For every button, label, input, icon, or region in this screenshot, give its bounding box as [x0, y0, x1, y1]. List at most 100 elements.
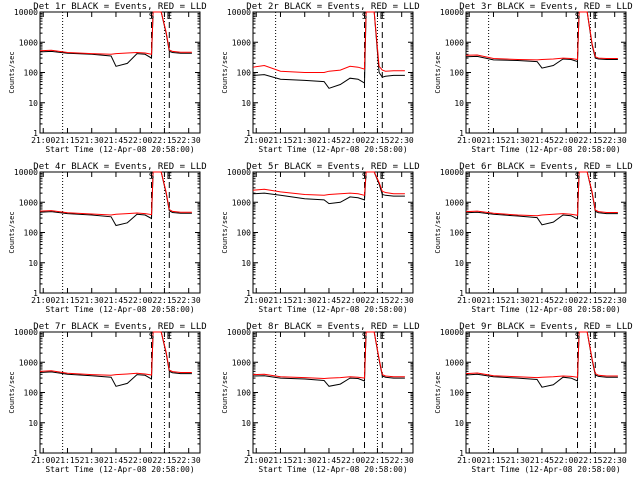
y-tick-label: 100: [450, 69, 465, 78]
marker-label: S: [149, 12, 154, 22]
y-axis-title: Counts/sec: [8, 211, 16, 253]
x-axis-title: Start Time (12-Apr-08 20:58:00): [258, 465, 407, 474]
x-tick-label: 22:15: [578, 296, 602, 305]
x-tick-label: 22:00: [341, 136, 365, 145]
marker-label: E: [593, 332, 598, 342]
lld-series-line: [252, 11, 405, 73]
y-tick-label: 10000: [440, 328, 464, 337]
x-tick-label: 22:30: [177, 296, 201, 305]
x-tick-label: 21:15: [55, 456, 79, 465]
x-tick-label: 22:00: [341, 296, 365, 305]
x-tick-label: 22:30: [390, 456, 414, 465]
chart-panel: Det 9r BLACK = Events, RED = LLD 1 10 100 10…: [434, 322, 633, 474]
x-tick-label: 21:15: [55, 136, 79, 145]
x-tick-label: 22:15: [578, 456, 602, 465]
events-series-line: [465, 331, 618, 388]
y-tick-label: 10: [241, 259, 251, 268]
panel-title: Det 9r BLACK = Events, RED = LLD: [459, 322, 632, 332]
x-tick-label: 22:30: [177, 136, 201, 145]
x-tick-label: 22:00: [128, 456, 152, 465]
x-axis-title: Start Time (12-Apr-08 20:58:00): [45, 465, 194, 474]
events-series-line: [252, 11, 405, 89]
lld-series-line: [39, 171, 192, 216]
chart-panel: Det 2r BLACK = Events, RED = LLD 1 10 100 10…: [221, 2, 420, 154]
y-axis-title: Counts/sec: [434, 211, 442, 253]
y-axis-title: Counts/sec: [434, 51, 442, 93]
y-tick-label: 100: [24, 389, 39, 398]
x-tick-label: 22:15: [365, 296, 389, 305]
x-tick-label: 21:30: [293, 136, 317, 145]
chart-panel: Det 7r BLACK = Events, RED = LLD 1 10 100 10…: [8, 322, 207, 474]
x-tick-label: 21:15: [481, 136, 505, 145]
x-tick-label: 21:45: [104, 456, 128, 465]
y-tick-label: 1000: [232, 38, 251, 47]
y-tick-label: 10000: [14, 8, 38, 17]
x-tick-label: 21:45: [530, 456, 554, 465]
chart-panel: Det 8r BLACK = Events, RED = LLD 1 10 100 10…: [221, 322, 420, 474]
marker-label: E: [593, 172, 598, 182]
x-tick-label: 21:00: [244, 136, 268, 145]
x-tick-label: 21:30: [506, 456, 530, 465]
y-tick-label: 100: [237, 229, 252, 238]
y-tick-label: 10: [454, 419, 464, 428]
x-tick-label: 21:15: [481, 296, 505, 305]
x-tick-label: 22:15: [152, 136, 176, 145]
x-tick-label: 22:15: [578, 136, 602, 145]
y-tick-label: 10: [454, 259, 464, 268]
y-tick-label: 1000: [19, 38, 38, 47]
x-tick-label: 21:45: [104, 296, 128, 305]
x-tick-label: 21:45: [317, 296, 341, 305]
x-tick-label: 21:00: [244, 296, 268, 305]
chart-panel: Det 5r BLACK = Events, RED = LLD 1 10 100 10…: [221, 162, 420, 314]
x-tick-label: 22:15: [152, 456, 176, 465]
panel-title: Det 2r BLACK = Events, RED = LLD: [246, 2, 419, 12]
x-tick-label: 21:30: [80, 456, 104, 465]
x-tick-label: 22:00: [128, 296, 152, 305]
x-tick-label: 21:15: [481, 456, 505, 465]
marker-label: E: [380, 12, 385, 22]
y-tick-label: 10000: [440, 8, 464, 17]
y-tick-label: 1: [246, 289, 251, 298]
lld-series-line: [465, 331, 618, 379]
x-tick-label: 22:15: [365, 136, 389, 145]
y-tick-label: 1: [33, 449, 38, 458]
x-tick-label: 21:45: [530, 136, 554, 145]
panel-title: Det 7r BLACK = Events, RED = LLD: [33, 322, 206, 332]
y-axis-title: Counts/sec: [221, 211, 229, 253]
x-tick-label: 21:00: [457, 296, 481, 305]
y-axis-title: Counts/sec: [221, 371, 229, 413]
y-axis-title: Counts/sec: [434, 371, 442, 413]
x-tick-label: 21:00: [31, 296, 55, 305]
x-tick-label: 21:30: [80, 296, 104, 305]
panel-title: Det 4r BLACK = Events, RED = LLD: [33, 162, 206, 172]
x-tick-label: 21:30: [506, 136, 530, 145]
y-tick-label: 10: [28, 419, 38, 428]
x-tick-label: 22:00: [128, 136, 152, 145]
x-tick-label: 21:00: [457, 136, 481, 145]
y-tick-label: 10000: [227, 328, 251, 337]
y-tick-label: 1000: [232, 358, 251, 367]
events-series-line: [39, 11, 192, 67]
x-tick-label: 21:00: [31, 456, 55, 465]
y-tick-label: 1: [459, 129, 464, 138]
x-tick-label: 22:00: [554, 296, 578, 305]
x-tick-label: 21:45: [530, 296, 554, 305]
panel-grid: Det 1r BLACK = Events, RED = LLD 1 10 100 10…: [8, 2, 633, 474]
marker-label: S: [362, 172, 367, 182]
x-axis-title: Start Time (12-Apr-08 20:58:00): [45, 305, 194, 314]
y-tick-label: 10000: [227, 8, 251, 17]
y-axis-title: Counts/sec: [8, 371, 16, 413]
y-tick-label: 1000: [445, 198, 464, 207]
x-tick-label: 21:30: [293, 296, 317, 305]
x-tick-label: 21:30: [506, 296, 530, 305]
x-tick-label: 21:00: [457, 456, 481, 465]
x-axis-title: Start Time (12-Apr-08 20:58:00): [45, 145, 194, 154]
x-tick-label: 21:15: [55, 296, 79, 305]
marker-label: E: [167, 172, 172, 182]
y-axis-title: Counts/sec: [221, 51, 229, 93]
x-axis-title: Start Time (12-Apr-08 20:58:00): [258, 145, 407, 154]
x-tick-label: 22:30: [603, 296, 627, 305]
x-tick-label: 21:30: [293, 456, 317, 465]
